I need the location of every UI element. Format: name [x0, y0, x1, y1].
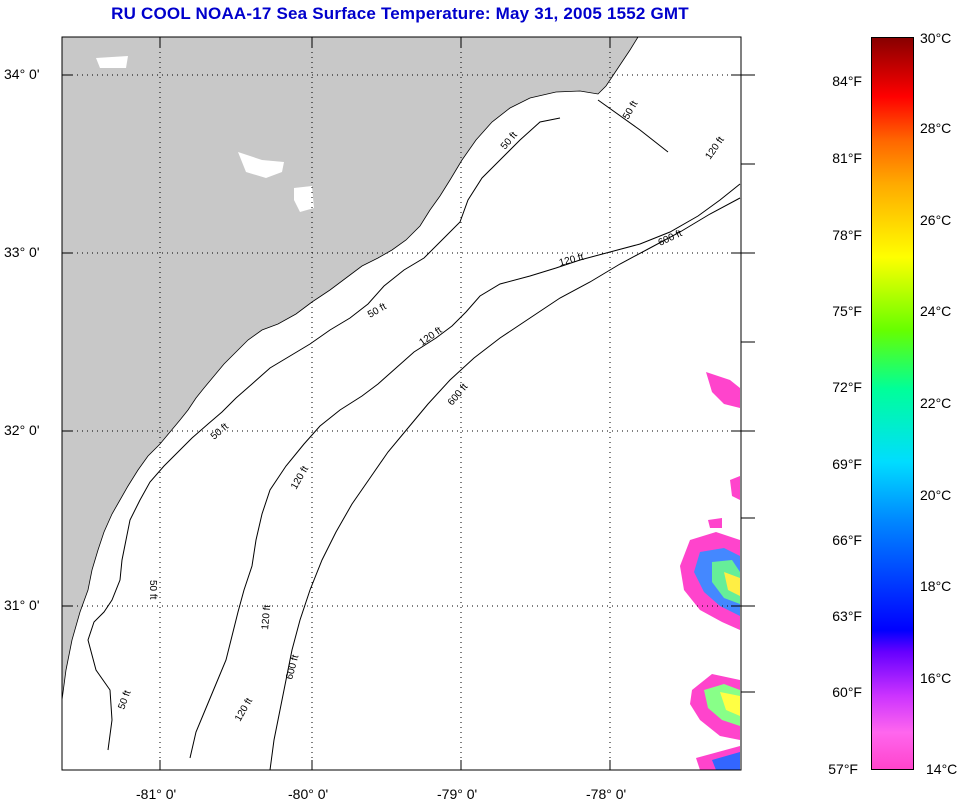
colorbar-c-label: 16°C — [920, 670, 952, 686]
lake — [96, 56, 128, 68]
longitude-label: -81° 0' — [136, 786, 177, 802]
colorbar-c-label: 14°C — [926, 761, 958, 777]
lake — [238, 152, 284, 178]
right-ticks — [741, 74, 755, 693]
contour-120ft — [189, 183, 741, 759]
tick-marks — [62, 37, 741, 770]
contour-600ft — [269, 197, 741, 771]
latitude-label: 34° 0' — [4, 66, 40, 82]
colorbar-f-label: 60°F — [832, 684, 862, 700]
latitude-label: 31° 0' — [4, 597, 40, 613]
colorbar-f-label: 75°F — [832, 303, 862, 319]
temperature-colorbar — [871, 37, 914, 770]
colorbar-c-label: 30°C — [920, 30, 952, 46]
map-title: RU COOL NOAA-17 Sea Surface Temperature:… — [111, 4, 689, 23]
colorbar-c-label: 20°C — [920, 487, 952, 503]
colorbar-c-label: 22°C — [920, 395, 952, 411]
grid-lines — [62, 37, 741, 770]
contour-label-120ft: 120 ft — [260, 604, 273, 630]
colorbar-f-label: 72°F — [832, 379, 862, 395]
contour-label-50ft: 50 ft — [147, 580, 158, 600]
longitude-label: -79° 0' — [437, 786, 478, 802]
contour-50ft — [87, 99, 669, 751]
colorbar-f-label: 57°F — [828, 761, 858, 777]
land-area — [61, 36, 639, 701]
colorbar-c-label: 26°C — [920, 212, 952, 228]
map-frame — [61, 36, 742, 771]
latitude-label: 33° 0' — [4, 244, 40, 260]
sst-data-patches — [680, 372, 740, 770]
colorbar-c-label: 18°C — [920, 578, 952, 594]
longitude-label: -80° 0' — [288, 786, 329, 802]
longitude-label: -78° 0' — [586, 786, 627, 802]
colorbar-c-label: 24°C — [920, 303, 952, 319]
colorbar-f-label: 66°F — [832, 532, 862, 548]
latitude-label: 32° 0' — [4, 422, 40, 438]
colorbar-f-label: 78°F — [832, 227, 862, 243]
colorbar-f-label: 84°F — [832, 73, 862, 89]
depth-contours — [87, 99, 741, 771]
lake — [294, 186, 314, 212]
colorbar-f-label: 81°F — [832, 150, 862, 166]
colorbar-c-label: 28°C — [920, 120, 952, 136]
colorbar-f-label: 69°F — [832, 456, 862, 472]
colorbar-f-label: 63°F — [832, 608, 862, 624]
